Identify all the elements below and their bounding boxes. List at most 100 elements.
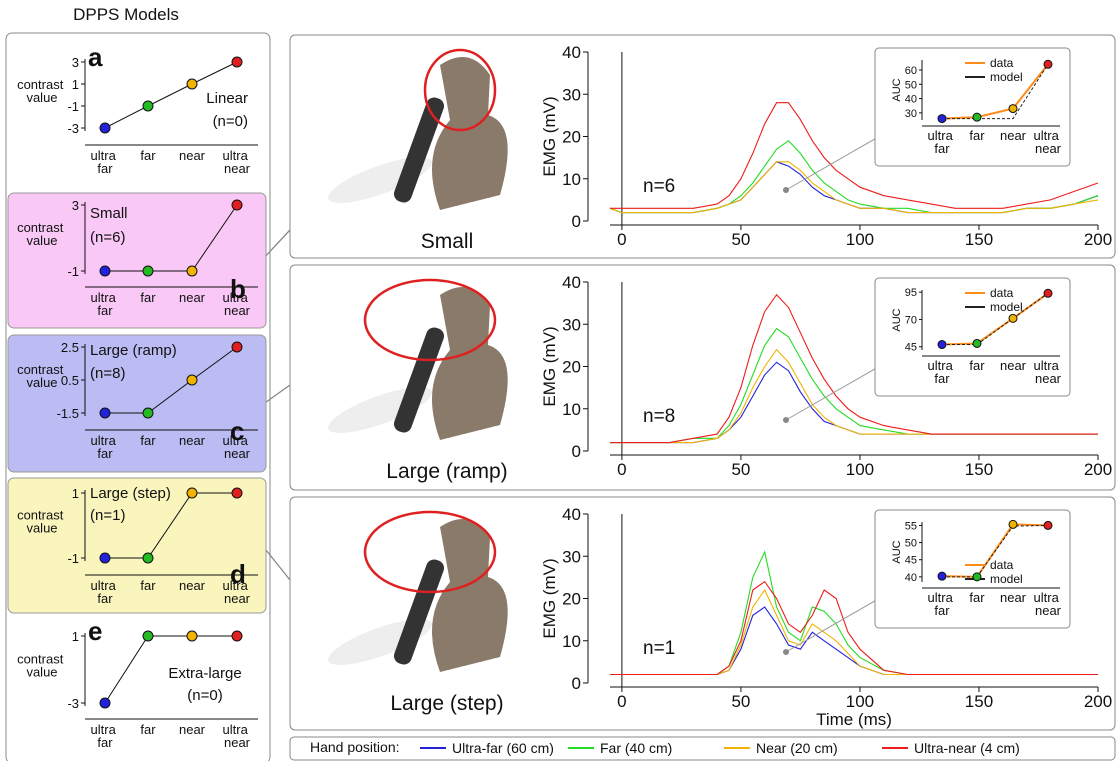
model-line (105, 204, 238, 272)
inset-x-tick-label: ultra near (1034, 590, 1063, 618)
arm (393, 97, 445, 203)
model-title: Large (ramp) (90, 342, 177, 359)
panel-letter: c (230, 416, 244, 446)
model-point (231, 487, 243, 499)
pps-boundary (423, 48, 497, 132)
y-tick-label: 10 (562, 632, 581, 651)
emg-trace (609, 161, 1099, 214)
panel-frame (289, 496, 1116, 731)
inset-x-tick-label: near (1000, 590, 1027, 605)
y-tick-label: -3 (67, 121, 79, 136)
emg-trace (610, 102, 1099, 209)
model-count: (n=1) (90, 507, 125, 524)
inset-y-tick-label: 40 (905, 94, 917, 106)
model-line (105, 346, 238, 414)
auc-line (942, 64, 1049, 120)
model-point (99, 122, 111, 134)
model-point (186, 487, 198, 499)
y-tick-label: 20 (562, 590, 581, 609)
inset-x-tick-label: near (1000, 358, 1027, 373)
model-box (7, 334, 267, 473)
x-tick-label: near (179, 433, 206, 448)
model-point (142, 552, 154, 564)
emg-trace (609, 161, 1099, 214)
legend-title: Hand position: (310, 739, 400, 755)
body (432, 57, 508, 210)
inset-frame (874, 509, 1071, 629)
inset-legend-label: model (990, 70, 1023, 84)
y-axis-label: contrast value (17, 220, 67, 248)
y-tick-label: 40 (562, 273, 581, 292)
auc-line (942, 292, 1049, 346)
panel-letter: a (88, 42, 103, 72)
model-point (142, 265, 154, 277)
model-point (186, 374, 198, 386)
auc-point (1008, 519, 1018, 529)
y-tick-label: -3 (67, 696, 79, 711)
auc-point (937, 340, 947, 350)
model-point (231, 56, 243, 68)
x-tick-label: 100 (846, 692, 874, 711)
legend-label: Near (20 cm) (756, 740, 838, 756)
auc-line (942, 524, 1049, 578)
model-title: Large (step) (90, 485, 171, 502)
model-point (99, 265, 111, 277)
x-tick-label: ultra near (223, 148, 252, 176)
x-tick-label: ultra far (91, 578, 120, 606)
inset-x-tick-label: ultra near (1034, 128, 1063, 156)
x-tick-label: near (179, 148, 206, 163)
x-axis-label: Time (ms) (816, 710, 892, 729)
legend-label: Ultra-near (4 cm) (914, 740, 1020, 756)
pointer-dot (783, 187, 789, 193)
x-tick-label: near (179, 722, 206, 737)
inset-x-tick-label: ultra far (928, 590, 957, 618)
model-line (105, 492, 237, 559)
panel-letter: e (88, 616, 102, 646)
x-tick-label: far (140, 148, 156, 163)
x-tick-label: ultra far (91, 148, 120, 176)
pointer-dot (783, 649, 789, 655)
model-point (231, 341, 243, 353)
y-tick-label: 40 (562, 43, 581, 62)
inset-x-tick-label: far (969, 590, 985, 605)
inset-legend-label: data (990, 558, 1014, 572)
y-axis-label: contrast value (17, 77, 67, 105)
inset-y-tick-label: 40 (905, 572, 917, 584)
y-tick-label: 30 (562, 547, 581, 566)
x-tick-label: 50 (731, 460, 750, 479)
arm (393, 559, 445, 665)
auc-point (972, 572, 982, 582)
panel-frame (289, 34, 1116, 259)
legend-label: Ultra-far (60 cm) (452, 740, 554, 756)
auc-point (937, 571, 947, 581)
model-point (142, 630, 154, 642)
model-point (99, 552, 111, 564)
n-label: n=1 (643, 638, 675, 659)
model-point (142, 100, 154, 112)
illustration (328, 278, 508, 440)
panel-title: Large (ramp) (386, 460, 507, 483)
y-axis-label: EMG (mV) (540, 558, 559, 638)
x-tick-label: 0 (617, 230, 626, 249)
inset-x-tick-label: far (969, 128, 985, 143)
inset-legend-label: data (990, 286, 1014, 300)
inset-y-tick-label: 55 (905, 520, 917, 532)
y-tick-label: 20 (562, 128, 581, 147)
inset-y-tick-label: 50 (905, 79, 917, 91)
inset-legend-label: model (990, 572, 1023, 586)
inset-x-tick-label: far (969, 358, 985, 373)
y-axis-label: EMG (mV) (540, 326, 559, 406)
legend-frame (289, 736, 1116, 761)
legend-label: Far (40 cm) (600, 740, 672, 756)
inset-legend-label: data (990, 56, 1014, 70)
model-count: (n=8) (90, 365, 125, 382)
arm (393, 327, 445, 433)
body (432, 519, 508, 672)
auc-point (1043, 288, 1053, 298)
y-tick-label: 3 (72, 198, 79, 213)
x-tick-label: ultra near (223, 290, 252, 318)
inset-x-tick-label: near (1000, 128, 1027, 143)
model-count: (n=0) (187, 687, 222, 704)
model-point (142, 407, 154, 419)
auc-point (1043, 520, 1053, 530)
